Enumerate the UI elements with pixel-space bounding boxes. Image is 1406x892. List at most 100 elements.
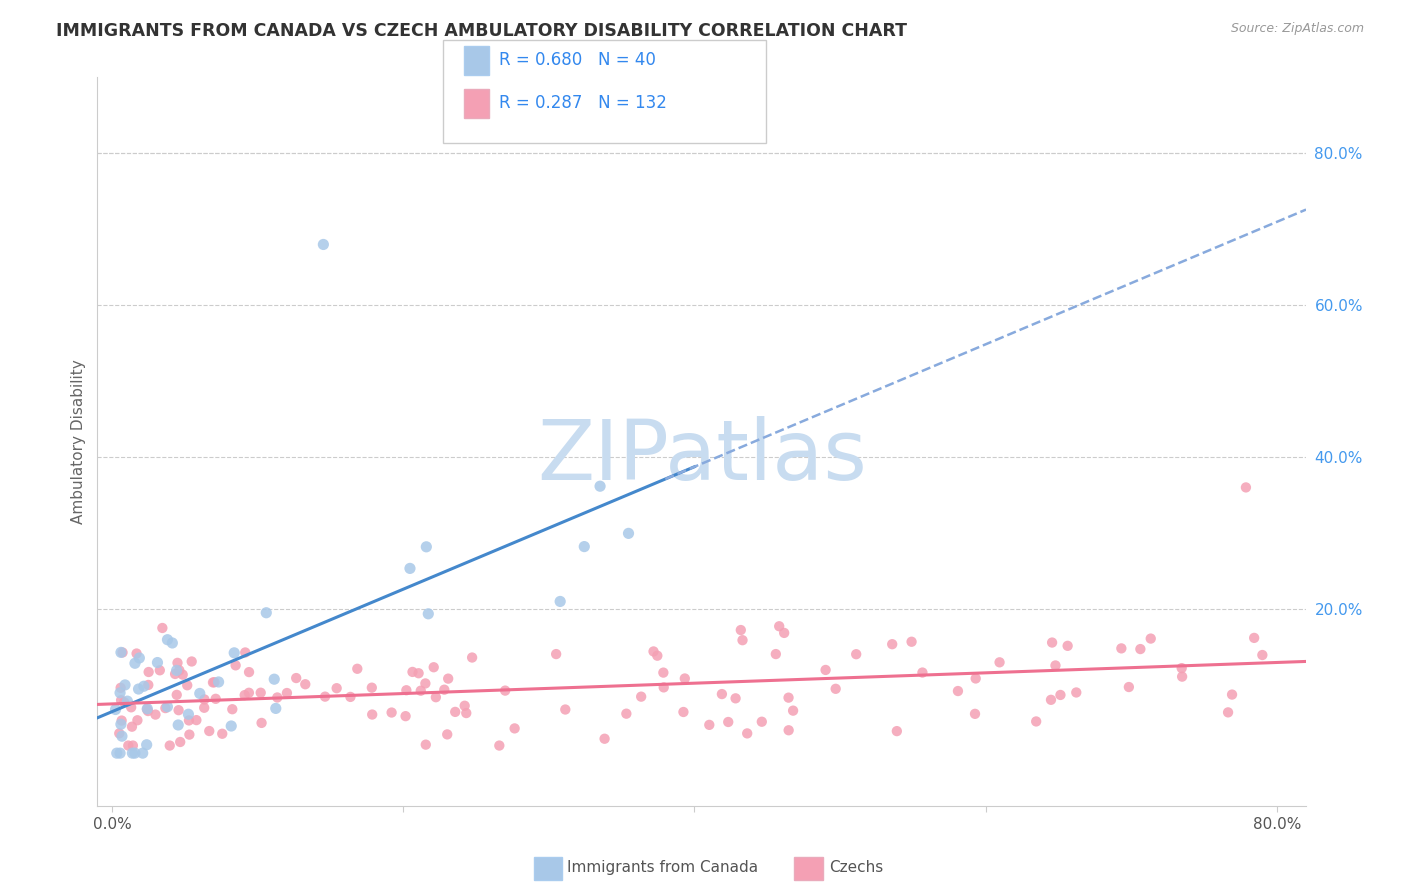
Point — [589, 479, 612, 493]
Point — [617, 526, 640, 541]
Point — [456, 706, 478, 720]
Text: R = 0.287   N = 132: R = 0.287 N = 132 — [499, 95, 666, 112]
Point — [1243, 631, 1265, 645]
Point — [911, 665, 934, 680]
Point — [263, 672, 285, 686]
Point — [730, 623, 752, 637]
Point — [408, 666, 430, 681]
Point — [965, 672, 987, 686]
Point — [731, 633, 754, 648]
Point — [652, 681, 675, 695]
Point — [436, 727, 458, 741]
Point — [900, 634, 922, 648]
Point — [673, 672, 696, 686]
Point — [233, 688, 256, 702]
Point — [548, 594, 571, 608]
Point — [110, 681, 132, 695]
Point — [135, 738, 157, 752]
Point — [409, 683, 432, 698]
Text: ZIPatlas: ZIPatlas — [537, 416, 866, 497]
Point — [845, 647, 868, 661]
Point — [751, 714, 773, 729]
Point — [117, 739, 139, 753]
Point — [124, 746, 146, 760]
Point — [108, 746, 131, 760]
Point — [1040, 635, 1063, 649]
Point — [112, 695, 135, 709]
Point — [1049, 688, 1071, 702]
Point — [314, 690, 336, 704]
Point — [325, 681, 347, 696]
Point — [652, 665, 675, 680]
Point — [1216, 706, 1239, 720]
Point — [425, 690, 447, 705]
Point — [1251, 648, 1274, 662]
Point — [1220, 688, 1243, 702]
Point — [697, 718, 720, 732]
Point — [782, 704, 804, 718]
Point — [166, 656, 188, 670]
Point — [238, 686, 260, 700]
Point — [824, 681, 846, 696]
Point — [717, 714, 740, 729]
Point — [159, 739, 181, 753]
Point — [136, 704, 159, 718]
Point — [128, 651, 150, 665]
Point — [422, 660, 444, 674]
Point — [254, 606, 277, 620]
Point — [179, 728, 201, 742]
Point — [1139, 632, 1161, 646]
Point — [1040, 693, 1063, 707]
Point — [1118, 680, 1140, 694]
Point — [128, 681, 150, 696]
Point — [735, 726, 758, 740]
Point — [312, 237, 335, 252]
Point — [219, 719, 242, 733]
Point — [433, 682, 456, 697]
Point — [125, 647, 148, 661]
Point — [150, 621, 173, 635]
Point — [1170, 661, 1192, 675]
Point — [614, 706, 637, 721]
Point — [146, 656, 169, 670]
Point — [167, 718, 190, 732]
Point — [172, 667, 194, 681]
Point — [773, 626, 796, 640]
Point — [461, 650, 484, 665]
Point — [110, 717, 132, 731]
Point — [105, 746, 128, 760]
Point — [114, 678, 136, 692]
Point — [494, 683, 516, 698]
Point — [156, 699, 179, 714]
Point — [1025, 714, 1047, 729]
Point — [207, 675, 229, 690]
Point — [250, 715, 273, 730]
Point — [394, 709, 416, 723]
Point — [221, 702, 243, 716]
Point — [162, 636, 184, 650]
Point — [418, 607, 440, 621]
Point — [233, 645, 256, 659]
Point — [108, 686, 131, 700]
Point — [415, 540, 437, 554]
Point — [647, 648, 669, 663]
Point — [1056, 639, 1078, 653]
Point — [1045, 658, 1067, 673]
Point — [166, 688, 188, 702]
Point — [132, 679, 155, 693]
Point — [224, 646, 246, 660]
Point — [110, 693, 132, 707]
Text: Czechs: Czechs — [830, 861, 884, 875]
Point — [710, 687, 733, 701]
Point — [415, 738, 437, 752]
Point — [778, 690, 800, 705]
Point — [453, 698, 475, 713]
Point — [346, 662, 368, 676]
Point — [155, 701, 177, 715]
Point — [204, 675, 226, 690]
Point — [120, 700, 142, 714]
Point — [111, 729, 134, 743]
Point — [294, 677, 316, 691]
Point — [198, 724, 221, 739]
Point — [188, 686, 211, 700]
